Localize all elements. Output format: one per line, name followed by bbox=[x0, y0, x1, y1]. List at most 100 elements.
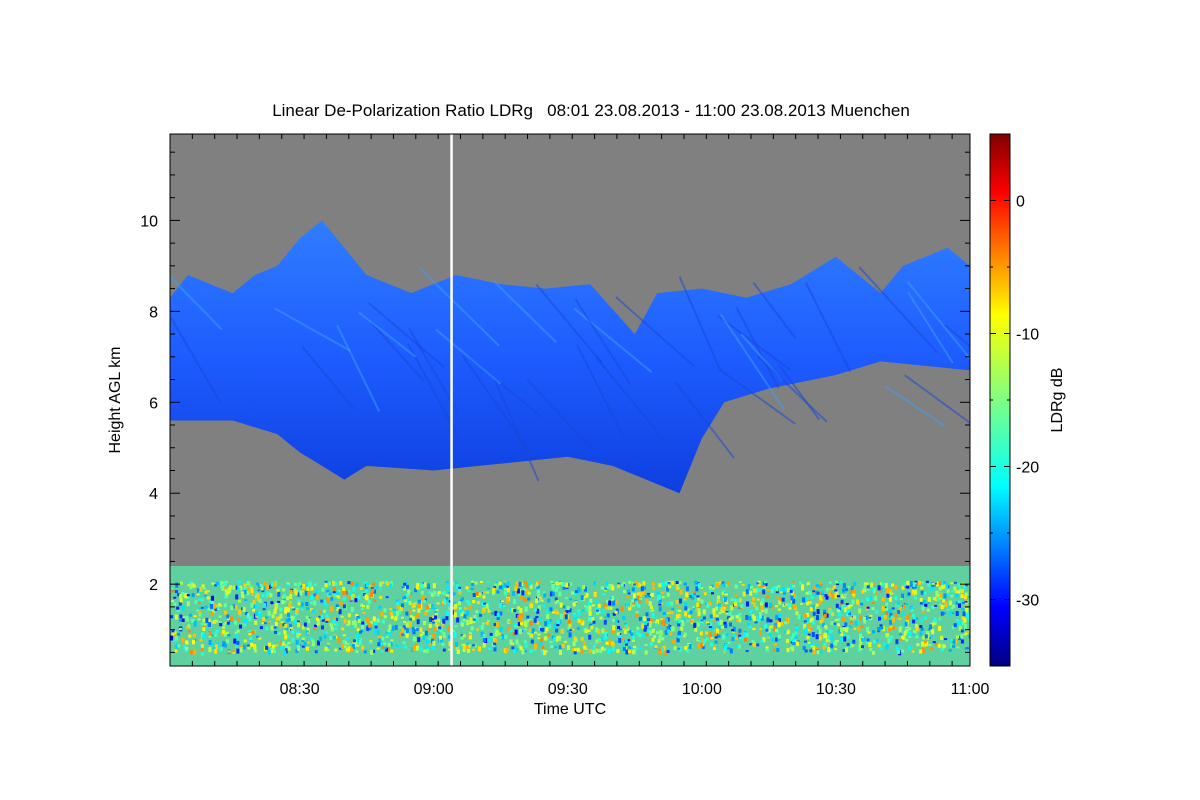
layer-1-cell bbox=[311, 609, 315, 612]
layer-1-cell bbox=[764, 602, 768, 608]
layer-1-cell bbox=[502, 604, 506, 607]
layer-1-cell bbox=[752, 616, 756, 622]
layer-1-cell bbox=[541, 648, 545, 654]
layer-1-cell bbox=[181, 616, 185, 619]
layer-1-cell bbox=[565, 610, 569, 614]
layer-1-cell bbox=[567, 626, 571, 630]
layer-1-cell bbox=[669, 610, 673, 613]
layer-1-cell bbox=[512, 590, 516, 596]
layer-1-cell bbox=[405, 628, 409, 634]
y-tick-label: 2 bbox=[149, 577, 158, 594]
layer-1-cell bbox=[647, 593, 650, 596]
layer-1-cell bbox=[883, 606, 887, 609]
layer-1-cell bbox=[837, 618, 841, 622]
layer-1-cell bbox=[452, 629, 456, 632]
layer-1-cell bbox=[179, 619, 183, 622]
layer-1-cell bbox=[174, 590, 178, 594]
layer-1-cell bbox=[496, 613, 500, 618]
layer-1-cell bbox=[714, 640, 718, 644]
layer-1-cell bbox=[603, 619, 607, 625]
layer-1-cell bbox=[756, 582, 760, 585]
layer-1-cell bbox=[537, 593, 540, 599]
layer-1-cell bbox=[682, 618, 686, 622]
layer-1-cell bbox=[350, 607, 354, 612]
layer-1-cell bbox=[795, 626, 799, 630]
layer-1-cell bbox=[737, 644, 741, 649]
layer-1-cell bbox=[289, 623, 292, 628]
layer-1-cell bbox=[690, 645, 694, 648]
layer-1-cell bbox=[210, 603, 214, 609]
layer-1-cell bbox=[306, 584, 310, 589]
layer-1-cell bbox=[288, 603, 292, 608]
layer-1-cell bbox=[472, 648, 476, 651]
layer-1-cell bbox=[926, 632, 930, 635]
layer-1-cell bbox=[426, 583, 430, 588]
layer-1-cell bbox=[204, 594, 207, 597]
layer-1-cell bbox=[846, 626, 850, 629]
layer-1-cell bbox=[851, 618, 855, 621]
layer-1-cell bbox=[390, 639, 394, 643]
layer-1-cell bbox=[852, 595, 856, 598]
layer-1-cell bbox=[224, 610, 227, 615]
layer-1-cell bbox=[305, 646, 309, 651]
layer-1-cell bbox=[958, 602, 961, 608]
layer-1-cell bbox=[323, 609, 327, 613]
layer-1-cell bbox=[757, 618, 761, 622]
layer-1-cell bbox=[227, 650, 231, 653]
layer-1-cell bbox=[762, 585, 765, 587]
layer-1-cell bbox=[866, 626, 869, 632]
layer-1-cell bbox=[254, 620, 258, 625]
layer-1-cell bbox=[953, 581, 957, 584]
layer-1-cell bbox=[894, 595, 898, 600]
layer-1-cell bbox=[846, 635, 850, 639]
layer-1-cell bbox=[423, 621, 426, 625]
layer-1-cell bbox=[721, 592, 725, 595]
layer-1-cell bbox=[476, 628, 480, 631]
layer-1-cell bbox=[825, 613, 829, 618]
layer-1-cell bbox=[912, 633, 916, 636]
layer-1-cell bbox=[661, 647, 665, 652]
layer-1-cell bbox=[580, 619, 583, 625]
layer-1-cell bbox=[683, 582, 687, 586]
layer-1-cell bbox=[407, 594, 411, 598]
layer-1-cell bbox=[783, 630, 787, 634]
layer-1-cell bbox=[888, 609, 892, 614]
layer-1-cell bbox=[206, 590, 210, 593]
layer-1-cell bbox=[562, 605, 566, 609]
layer-1-cell bbox=[889, 612, 893, 618]
layer-1-cell bbox=[246, 590, 250, 596]
layer-1-cell bbox=[748, 616, 752, 621]
layer-1-cell bbox=[742, 591, 746, 597]
layer-1-cell bbox=[637, 582, 641, 588]
layer-1-cell bbox=[574, 617, 578, 620]
layer-1-cell bbox=[471, 630, 475, 633]
layer-1-cell bbox=[651, 581, 655, 586]
layer-1-cell bbox=[361, 648, 364, 652]
layer-1-cell bbox=[329, 636, 333, 640]
layer-1-cell bbox=[550, 645, 554, 648]
layer-1-cell bbox=[211, 609, 215, 614]
plot-frame bbox=[169, 133, 971, 667]
layer-1-cell bbox=[687, 608, 691, 612]
layer-1-cell bbox=[292, 608, 296, 611]
layer-1-cell bbox=[283, 650, 286, 656]
layer-1-cell bbox=[823, 642, 827, 648]
layer-1-cell bbox=[926, 602, 930, 605]
layer-1-cell bbox=[899, 633, 903, 636]
layer-1-cell bbox=[796, 641, 800, 646]
layer-1-cell bbox=[171, 600, 174, 602]
layer-1-cell bbox=[824, 632, 827, 638]
layer-1-cell bbox=[861, 589, 865, 594]
layer-1-cell bbox=[771, 605, 775, 610]
layer-1-cell bbox=[953, 586, 957, 591]
layer-1-cell bbox=[577, 619, 581, 624]
layer-1-cell bbox=[809, 618, 813, 623]
layer-1-cell bbox=[920, 627, 924, 631]
layer-1-cell bbox=[206, 621, 210, 626]
layer-1-cell bbox=[263, 622, 267, 625]
layer-1-cell bbox=[529, 584, 533, 590]
layer-1-cell bbox=[812, 649, 816, 655]
layer-1-cell bbox=[624, 603, 628, 606]
layer-1-cell bbox=[858, 647, 862, 652]
layer-1-cell bbox=[951, 644, 955, 648]
